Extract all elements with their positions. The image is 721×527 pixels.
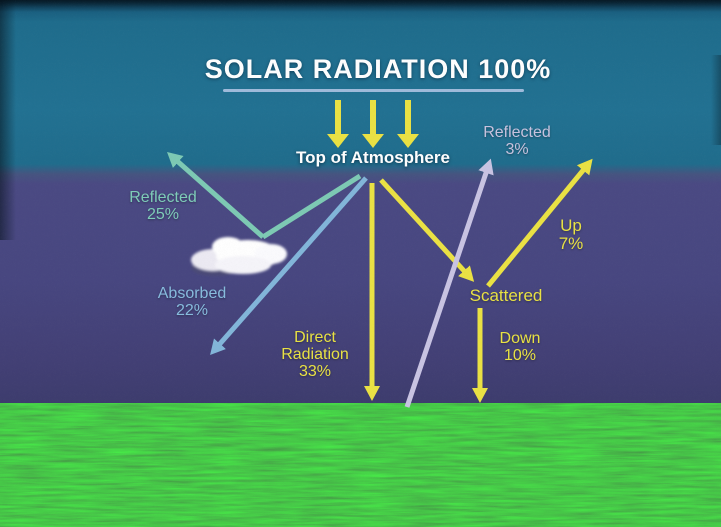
flow-name: Absorbed (157, 285, 227, 302)
flow-value: 25% (146, 206, 180, 223)
flow-name: Up (560, 216, 582, 235)
flow-name: Direct (294, 329, 336, 346)
label-scattered: Scattered (470, 287, 543, 304)
label-down: Down 10% (500, 330, 541, 364)
scattered-arrow (379, 178, 475, 282)
flow-name: Down (499, 330, 541, 347)
label-reflected-surface: Reflected 3% (483, 124, 551, 158)
flow-value: 22% (175, 302, 209, 319)
flow-name: Radiation (281, 346, 349, 363)
flow-value: 33% (298, 363, 332, 380)
title-underline (223, 89, 524, 92)
flow-name: Reflected (483, 124, 551, 141)
flow-value: 10% (503, 347, 537, 364)
flow-name: Reflected (129, 189, 197, 206)
flow-name: Scattered (469, 286, 543, 305)
absorbed-arrow (210, 176, 368, 356)
label-direct-radiation: Direct Radiation 33% (281, 329, 349, 380)
label-reflected-space: Reflected 25% (129, 189, 197, 223)
flow-value: 3% (505, 141, 529, 158)
top-of-atmosphere-label: Top of Atmosphere (296, 148, 450, 167)
flow-value: 7% (558, 234, 584, 253)
reflected-space-arrow-down-segment (261, 173, 362, 240)
diagram-title: SOLAR RADIATION 100% (204, 54, 552, 84)
label-absorbed: Absorbed 22% (158, 285, 227, 319)
label-up: Up 7% (559, 217, 584, 253)
